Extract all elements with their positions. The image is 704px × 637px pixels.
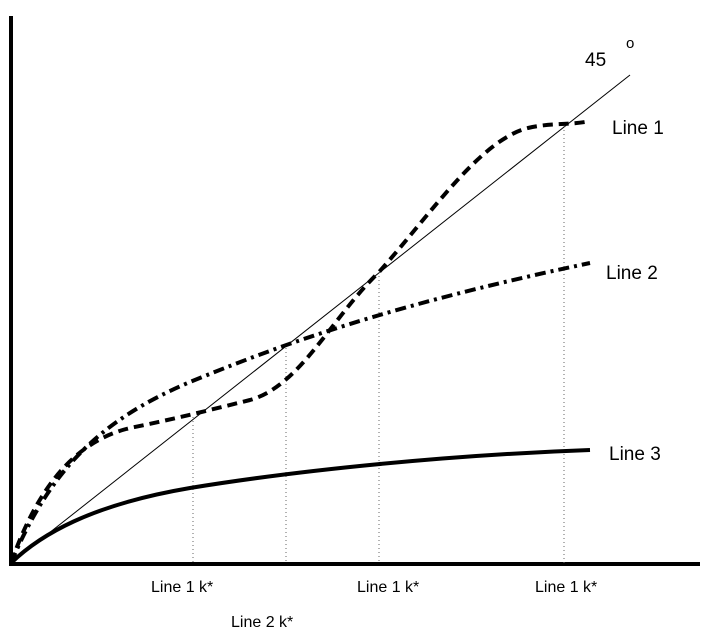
line-1-label: Line 1 <box>612 118 664 139</box>
degree-symbol: o <box>626 35 634 52</box>
k-star-label-3: Line 1 k* <box>357 579 419 596</box>
k-star-label-2: Line 2 k* <box>231 614 293 631</box>
forty-five-degree-line <box>10 74 631 564</box>
line-3-label: Line 3 <box>609 444 661 465</box>
line-1-curve <box>9 120 586 564</box>
line-2-curve <box>9 261 591 564</box>
line-3-curve <box>9 448 591 565</box>
forty-five-label: 45 <box>585 50 606 71</box>
line-2-label: Line 2 <box>606 263 658 284</box>
k-star-label-1: Line 1 k* <box>151 579 213 596</box>
k-star-label-4: Line 1 k* <box>535 579 597 596</box>
